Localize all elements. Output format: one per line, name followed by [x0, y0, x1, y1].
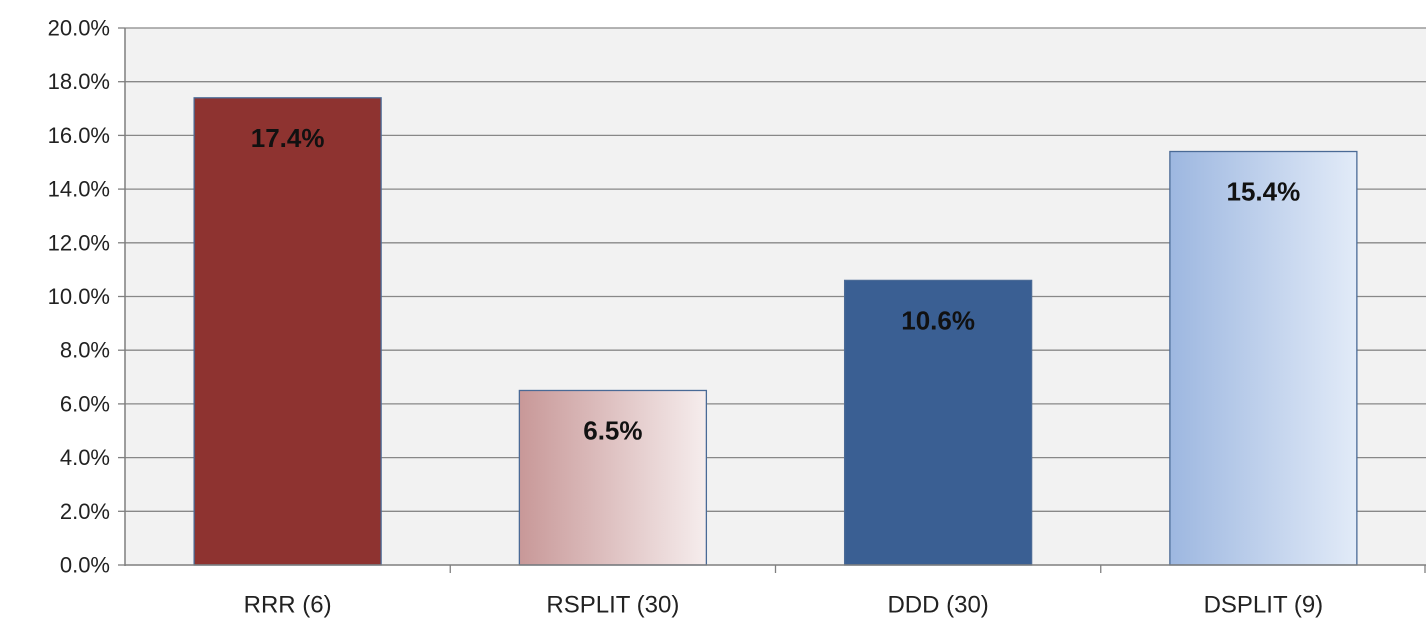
y-tick-labels: 0.0% 2.0% 4.0% 6.0% 8.0% 10.0% 12.0% 14.0% 16.0%… — [48, 16, 110, 578]
y-tick-label: 8.0% — [60, 338, 110, 363]
y-tick-label: 18.0% — [48, 69, 110, 94]
data-label: 15.4% — [1227, 177, 1301, 207]
axes — [124, 28, 1426, 573]
y-tick-label: 20.0% — [48, 16, 110, 41]
y-tick-label: 16.0% — [48, 123, 110, 148]
x-category-label: RSPLIT (30) — [546, 592, 679, 619]
bar-rrr-6 — [193, 97, 382, 566]
x-category-label: DDD (30) — [887, 592, 988, 619]
bar-dsplit-9 — [1169, 150, 1358, 566]
x-category-label: DSPLIT (9) — [1204, 592, 1324, 619]
x-category-labels: RRR (6) RSPLIT (30) DDD (30) DSPLIT (9) — [244, 592, 1324, 619]
y-tick-label: 12.0% — [48, 230, 110, 255]
bar-ddd-30 — [843, 279, 1033, 566]
data-labels: 17.4% 6.5% 10.6% 15.4% — [251, 123, 1300, 446]
y-tick-label: 10.0% — [48, 284, 110, 309]
y-tick-label: 0.0% — [60, 553, 110, 578]
data-label: 17.4% — [251, 123, 325, 153]
data-label: 6.5% — [583, 415, 642, 445]
y-tick-label: 4.0% — [60, 445, 110, 470]
bar-rsplit-30 — [518, 389, 708, 566]
bars — [193, 97, 1358, 566]
y-tick-label: 6.0% — [60, 391, 110, 416]
y-tick-label: 2.0% — [60, 499, 110, 524]
x-category-label: RRR (6) — [244, 592, 332, 619]
data-label: 10.6% — [901, 305, 975, 335]
y-tick-label: 14.0% — [48, 177, 110, 202]
